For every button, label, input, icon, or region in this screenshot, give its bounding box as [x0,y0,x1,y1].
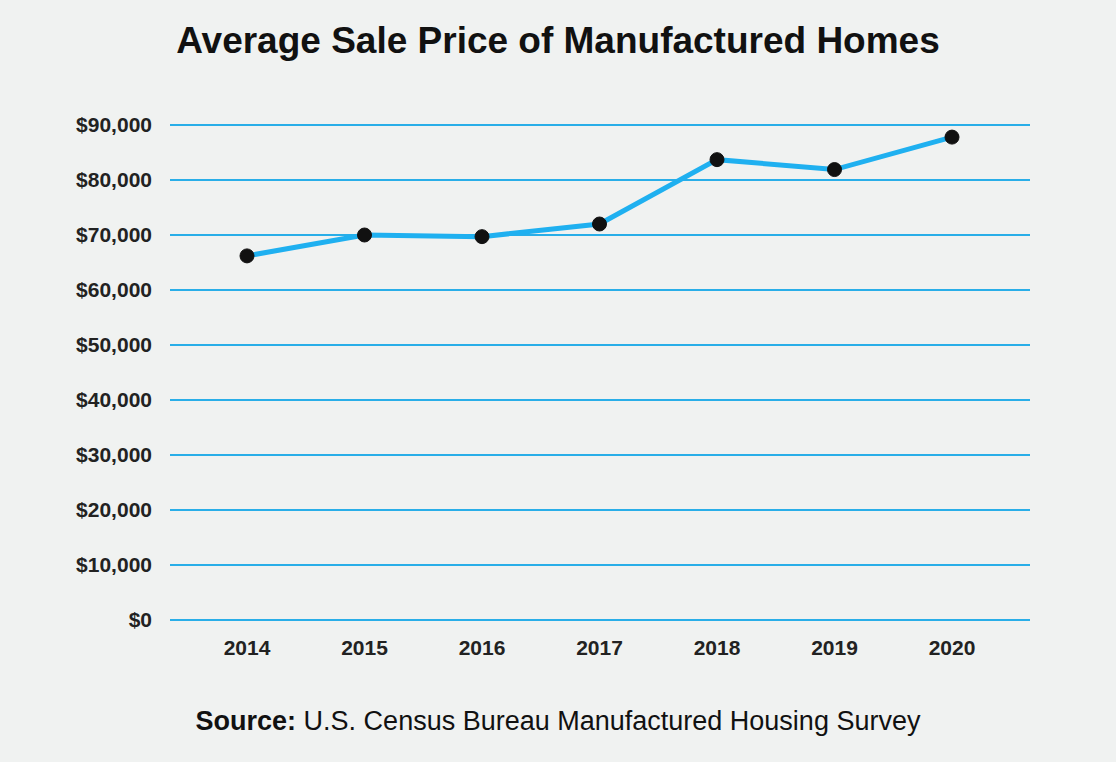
svg-text:$60,000: $60,000 [76,278,152,301]
svg-text:$50,000: $50,000 [76,333,152,356]
svg-text:2016: 2016 [459,636,506,659]
svg-text:2020: 2020 [929,636,976,659]
svg-text:$0: $0 [129,608,152,631]
svg-text:2014: 2014 [224,636,271,659]
svg-text:$20,000: $20,000 [76,498,152,521]
svg-text:2015: 2015 [341,636,388,659]
svg-text:$30,000: $30,000 [76,443,152,466]
svg-text:$40,000: $40,000 [76,388,152,411]
svg-text:$10,000: $10,000 [76,553,152,576]
svg-text:2018: 2018 [694,636,741,659]
html-text:Average Sale Price of Manufact: Average Sale Price of Manufactured Homes [176,20,940,61]
svg-text:$70,000: $70,000 [76,223,152,246]
html-text:Source: U.S. Census Bureau Man: Source: U.S. Census Bureau Manufactured … [195,706,921,736]
svg-text:$80,000: $80,000 [76,168,152,191]
svg-text:$90,000: $90,000 [76,113,152,136]
svg-text:2017: 2017 [576,636,623,659]
svg-text:2019: 2019 [811,636,858,659]
